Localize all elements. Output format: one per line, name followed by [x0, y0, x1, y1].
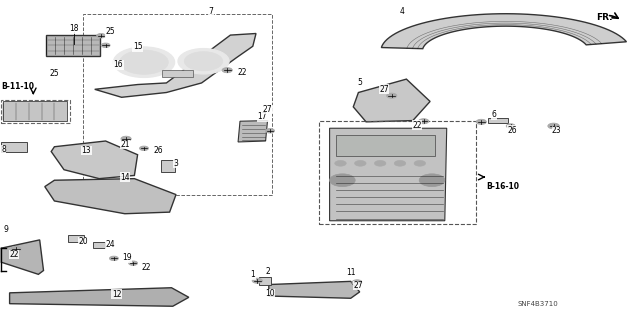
Text: 22: 22	[141, 263, 150, 272]
Circle shape	[121, 136, 131, 141]
Polygon shape	[353, 79, 430, 122]
Text: 6: 6	[492, 110, 497, 119]
Text: 11: 11	[346, 268, 355, 277]
Polygon shape	[51, 141, 138, 179]
Circle shape	[252, 278, 262, 283]
Circle shape	[222, 68, 232, 73]
Text: 2: 2	[265, 267, 270, 276]
Circle shape	[113, 47, 175, 78]
Text: 18: 18	[69, 24, 78, 33]
Bar	[68, 235, 84, 242]
Text: 23: 23	[552, 126, 562, 135]
Text: 19: 19	[122, 253, 132, 262]
Circle shape	[394, 160, 406, 166]
Bar	[161, 160, 175, 172]
Text: 17: 17	[257, 112, 268, 121]
Text: 22: 22	[10, 250, 19, 259]
Circle shape	[120, 50, 168, 74]
Bar	[3, 101, 67, 121]
Circle shape	[506, 124, 515, 128]
Polygon shape	[381, 14, 627, 49]
Circle shape	[414, 160, 426, 166]
Text: 21: 21	[120, 140, 129, 149]
Bar	[83, 14, 272, 195]
Text: 25: 25	[49, 69, 60, 78]
Text: 27: 27	[379, 85, 389, 94]
Text: 15: 15	[132, 42, 143, 51]
Circle shape	[355, 160, 366, 166]
Bar	[162, 70, 193, 77]
Bar	[1, 100, 70, 123]
Text: 16: 16	[113, 60, 124, 69]
Circle shape	[330, 174, 355, 187]
Circle shape	[11, 246, 21, 251]
Circle shape	[97, 33, 106, 38]
Circle shape	[335, 160, 346, 166]
Polygon shape	[269, 281, 360, 298]
Text: 10: 10	[265, 289, 275, 298]
Text: 25: 25	[105, 27, 115, 36]
Text: 14: 14	[120, 173, 130, 182]
Polygon shape	[45, 179, 176, 214]
Text: 8: 8	[1, 145, 6, 154]
Bar	[336, 135, 435, 156]
Text: 22: 22	[237, 68, 246, 77]
Bar	[259, 277, 271, 285]
Text: 27: 27	[353, 281, 364, 290]
Text: 12: 12	[112, 290, 121, 299]
Polygon shape	[330, 128, 447, 221]
Text: 24: 24	[105, 241, 115, 249]
Text: SNF4B3710: SNF4B3710	[517, 301, 558, 307]
Circle shape	[419, 174, 445, 187]
Polygon shape	[95, 33, 256, 97]
Circle shape	[109, 256, 118, 261]
Text: 13: 13	[81, 146, 92, 155]
Circle shape	[548, 123, 559, 129]
Text: FR.: FR.	[596, 13, 613, 22]
Text: 4: 4	[399, 7, 404, 16]
Text: 20: 20	[78, 237, 88, 246]
Text: 27: 27	[262, 105, 273, 114]
Text: B-16-10: B-16-10	[486, 182, 520, 191]
Circle shape	[352, 280, 362, 285]
Text: 26: 26	[507, 126, 517, 135]
Circle shape	[184, 52, 223, 71]
Text: 26: 26	[154, 146, 164, 155]
Circle shape	[129, 261, 138, 265]
Polygon shape	[1, 240, 44, 274]
Text: 7: 7	[209, 7, 214, 16]
Bar	[1, 142, 27, 152]
Circle shape	[419, 119, 429, 124]
Text: 9: 9	[3, 225, 8, 234]
Circle shape	[374, 160, 386, 166]
Text: 5: 5	[357, 78, 362, 87]
Text: 1: 1	[250, 271, 255, 279]
Bar	[46, 35, 100, 56]
Circle shape	[140, 146, 148, 151]
Circle shape	[266, 129, 275, 133]
Bar	[488, 118, 508, 123]
Bar	[319, 121, 476, 224]
Text: 22: 22	[413, 121, 422, 130]
Text: 3: 3	[173, 159, 179, 168]
Text: B-11-10: B-11-10	[1, 82, 35, 91]
Circle shape	[387, 93, 397, 98]
Polygon shape	[238, 121, 268, 142]
Circle shape	[101, 43, 110, 48]
Circle shape	[476, 119, 486, 124]
Polygon shape	[10, 288, 189, 306]
Bar	[93, 242, 105, 248]
Circle shape	[178, 48, 229, 74]
